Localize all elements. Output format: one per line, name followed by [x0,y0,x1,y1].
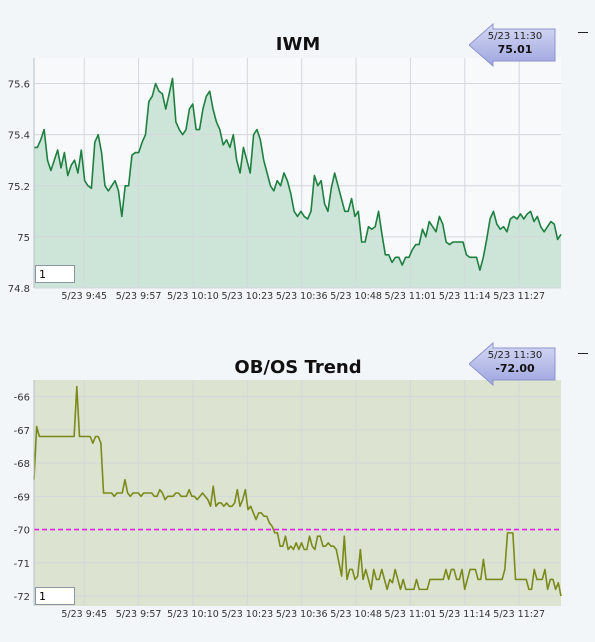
y-tick-label: 74.8 [8,284,30,295]
x-tick-label: 5/23 10:23 [221,291,273,302]
x-tick-label: 5/23 10:23 [221,609,273,620]
iwm-chart-svg: 74.8 75 75.2 75.4 75.6 5/23 9:45 5/23 9:57 5/23… [8,58,562,302]
obos-callout-value: -72.00 [495,362,535,375]
y-tick-label: -71 [14,559,30,570]
obos-value-callout: 5/23 11:30 -72.00 [469,342,557,386]
y-tick-label: 75.2 [8,182,30,193]
y-tick-label: 75.4 [8,131,30,142]
x-tick-label: 5/23 11:14 [439,609,491,620]
callout-arrow-icon [469,23,556,67]
iwm-callout-value: 75.01 [497,43,533,56]
y-tick-label: -68 [14,459,30,470]
obos-chart-title: OB/OS Trend [234,357,362,378]
iwm-price-callout: 5/23 11:30 75.01 [469,23,557,67]
iwm-period-input[interactable]: 1 [35,265,75,283]
x-tick-label: 5/23 11:14 [439,291,491,302]
series-line [33,385,562,597]
iwm-chart-panel: IWM 74.8 75 75.2 75.4 75.6 5/23 9:45 5/23 9:57… [0,0,595,310]
x-tick-label: 5/23 9:57 [116,291,162,302]
x-tick-label: 5/23 9:57 [116,609,162,620]
x-tick-label: 5/23 11:01 [385,291,437,302]
y-tick-label: -70 [14,526,30,537]
area-fill [34,78,561,288]
callout-arrow-icon [469,342,556,386]
x-tick-label: 5/23 11:27 [493,609,545,620]
x-tick-label: 5/23 9:45 [61,609,107,620]
x-tick-label: 5/23 10:48 [330,609,382,620]
y-tick-label: -72 [14,592,30,603]
y-tick-label: -67 [14,426,30,437]
x-tick-label: 5/23 10:36 [276,291,328,302]
obos-period-input[interactable]: 1 [35,587,75,605]
series-line [34,77,562,271]
y-tick-label: -66 [14,393,30,404]
iwm-chart-title: IWM [275,34,321,55]
x-tick-label: 5/23 10:10 [167,609,219,620]
iwm-callout-time: 5/23 11:30 [487,31,543,42]
y-tick-label: 75 [17,233,30,244]
iwm-legend-dash [578,32,588,33]
x-tick-label: 5/23 11:01 [385,609,437,620]
x-tick-label: 5/23 11:27 [493,291,545,302]
y-tick-label: 75.6 [8,80,30,91]
obos-callout-time: 5/23 11:30 [487,350,543,361]
x-tick-label: 5/23 9:45 [61,291,107,302]
x-tick-label: 5/23 10:10 [167,291,219,302]
x-tick-label: 5/23 10:48 [330,291,382,302]
obos-legend-dash [578,353,588,354]
x-tick-label: 5/23 10:36 [276,609,328,620]
y-tick-label: -69 [14,492,30,503]
